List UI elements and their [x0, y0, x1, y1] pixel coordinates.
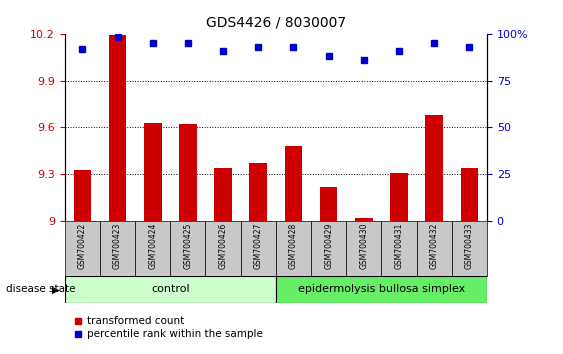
Bar	[461, 168, 478, 221]
Text: GSM700425: GSM700425	[184, 223, 193, 269]
Text: epidermolysis bullosa simplex: epidermolysis bullosa simplex	[298, 284, 465, 295]
Legend: transformed count, percentile rank within the sample: transformed count, percentile rank withi…	[70, 312, 267, 343]
Bar	[100, 221, 135, 276]
Text: GSM700426: GSM700426	[218, 223, 227, 269]
Bar	[249, 164, 267, 221]
Bar	[205, 221, 241, 276]
Text: GSM700429: GSM700429	[324, 223, 333, 269]
Bar	[74, 170, 91, 221]
Text: disease state: disease state	[6, 284, 75, 295]
Text: GSM700430: GSM700430	[359, 223, 368, 269]
Bar	[135, 221, 171, 276]
Bar	[241, 221, 276, 276]
Bar	[109, 35, 126, 221]
Text: GSM700432: GSM700432	[430, 223, 439, 269]
Bar	[355, 218, 373, 221]
Text: GDS4426 / 8030007: GDS4426 / 8030007	[206, 16, 346, 30]
Text: ▶: ▶	[52, 284, 59, 295]
Text: GSM700423: GSM700423	[113, 223, 122, 269]
Bar	[417, 221, 452, 276]
Bar	[65, 221, 100, 276]
Bar	[144, 123, 162, 221]
Bar	[171, 221, 205, 276]
Bar	[311, 221, 346, 276]
Bar	[346, 221, 382, 276]
Text: GSM700428: GSM700428	[289, 223, 298, 269]
Bar	[390, 173, 408, 221]
Text: GSM700422: GSM700422	[78, 223, 87, 269]
Bar	[426, 115, 443, 221]
Bar	[285, 146, 302, 221]
Bar	[320, 187, 337, 221]
Text: GSM700433: GSM700433	[465, 223, 474, 269]
Text: GSM700431: GSM700431	[395, 223, 404, 269]
Bar	[452, 221, 487, 276]
Bar	[276, 221, 311, 276]
Bar	[179, 124, 196, 221]
Bar	[215, 168, 232, 221]
Text: GSM700424: GSM700424	[148, 223, 157, 269]
Text: GSM700427: GSM700427	[254, 223, 263, 269]
Bar	[65, 276, 276, 303]
Text: control: control	[151, 284, 190, 295]
Bar	[276, 276, 487, 303]
Bar	[382, 221, 417, 276]
